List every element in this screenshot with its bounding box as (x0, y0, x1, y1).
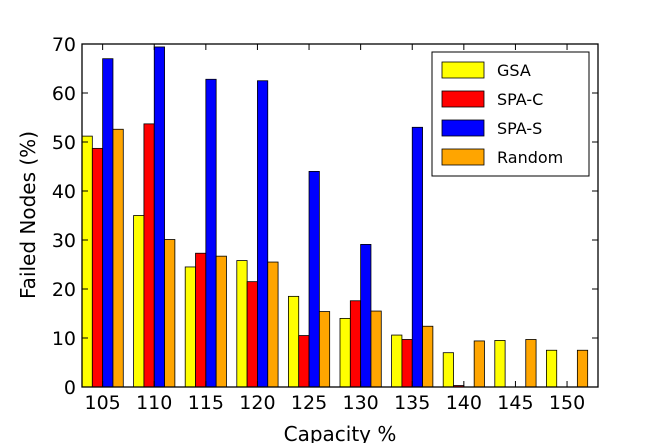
y-tick-label: 40 (52, 181, 76, 203)
x-tick-label: 150 (549, 392, 585, 414)
y-tick-label: 50 (52, 132, 76, 154)
x-tick-label: 110 (136, 392, 172, 414)
bar-random-150 (576, 349, 589, 388)
bar-gsa-110 (133, 215, 145, 388)
x-tick-label: 120 (239, 392, 275, 414)
bar-random-120 (267, 261, 279, 388)
bar-spa-s-125 (308, 170, 320, 388)
x-tick-label: 140 (446, 392, 482, 414)
x-tick-label: 115 (188, 392, 224, 414)
bar-spa-s-120 (257, 80, 269, 388)
bar-gsa-115 (184, 266, 196, 388)
y-tick-label: 70 (52, 34, 76, 56)
bar-gsa-150 (546, 349, 558, 388)
bar-random-110 (164, 239, 176, 388)
bar-random-130 (370, 310, 382, 388)
y-tick-label: 10 (52, 328, 76, 350)
legend-swatch-spa-c (441, 90, 485, 108)
legend-swatch-random (441, 148, 485, 166)
legend-label-spa-s: SPA-S (497, 119, 542, 138)
bar-gsa-125 (287, 295, 300, 388)
x-tick-label: 145 (497, 392, 533, 414)
bar-random-135 (422, 325, 434, 388)
bar-gsa-130 (339, 317, 351, 388)
bar-random-115 (215, 255, 227, 388)
y-tick-label: 30 (52, 230, 76, 252)
y-axis-title: Failed Nodes (%) (16, 131, 40, 299)
bar-spa-c-115 (195, 252, 207, 388)
bar-gsa-140 (442, 352, 454, 388)
x-tick-label: 125 (291, 392, 327, 414)
x-axis: 105 110 115 120 125 130 135 140 145 150 (85, 44, 585, 414)
bar-random-140 (473, 340, 485, 388)
x-axis-title: Capacity % (284, 422, 397, 443)
bar-spa-c-125 (298, 335, 310, 388)
bar-spa-s-105 (102, 58, 114, 388)
y-axis: 0 10 20 30 40 50 60 70 (52, 34, 598, 399)
x-tick-label: 105 (85, 392, 121, 414)
y-tick-label: 60 (52, 83, 76, 105)
y-tick-label: 0 (64, 377, 76, 399)
bar-gsa-145 (494, 340, 506, 388)
bar-random-125 (318, 311, 331, 388)
y-tick-label: 20 (52, 279, 76, 301)
legend-label-random: Random (497, 148, 563, 167)
x-tick-label: 135 (394, 392, 430, 414)
bar-spa-s-135 (411, 126, 423, 388)
legend-swatch-gsa (441, 61, 485, 79)
bar-spa-c-110 (143, 123, 155, 388)
bar-random-105 (112, 128, 124, 388)
bar-spa-c-105 (91, 147, 104, 388)
bar-spa-s-110 (153, 46, 165, 388)
bar-random-145 (525, 339, 537, 388)
legend-label-spa-c: SPA-C (497, 90, 543, 109)
bar-gsa-120 (236, 260, 248, 388)
legend: GSA SPA-C SPA-S Random (431, 51, 590, 177)
legend-swatch-spa-s (441, 119, 485, 137)
bar-spa-s-115 (205, 78, 217, 388)
bar-spa-c-120 (246, 281, 258, 388)
bars-layer (81, 46, 589, 388)
bar-spa-s-130 (360, 244, 372, 388)
plot-frame (81, 43, 599, 388)
bar-gsa-135 (391, 334, 403, 388)
bar-spa-c-130 (349, 300, 362, 388)
bar-gsa-105 (81, 135, 93, 388)
x-tick-label: 130 (343, 392, 379, 414)
legend-label-gsa: GSA (497, 61, 531, 80)
bar-spa-c-135 (401, 339, 413, 388)
